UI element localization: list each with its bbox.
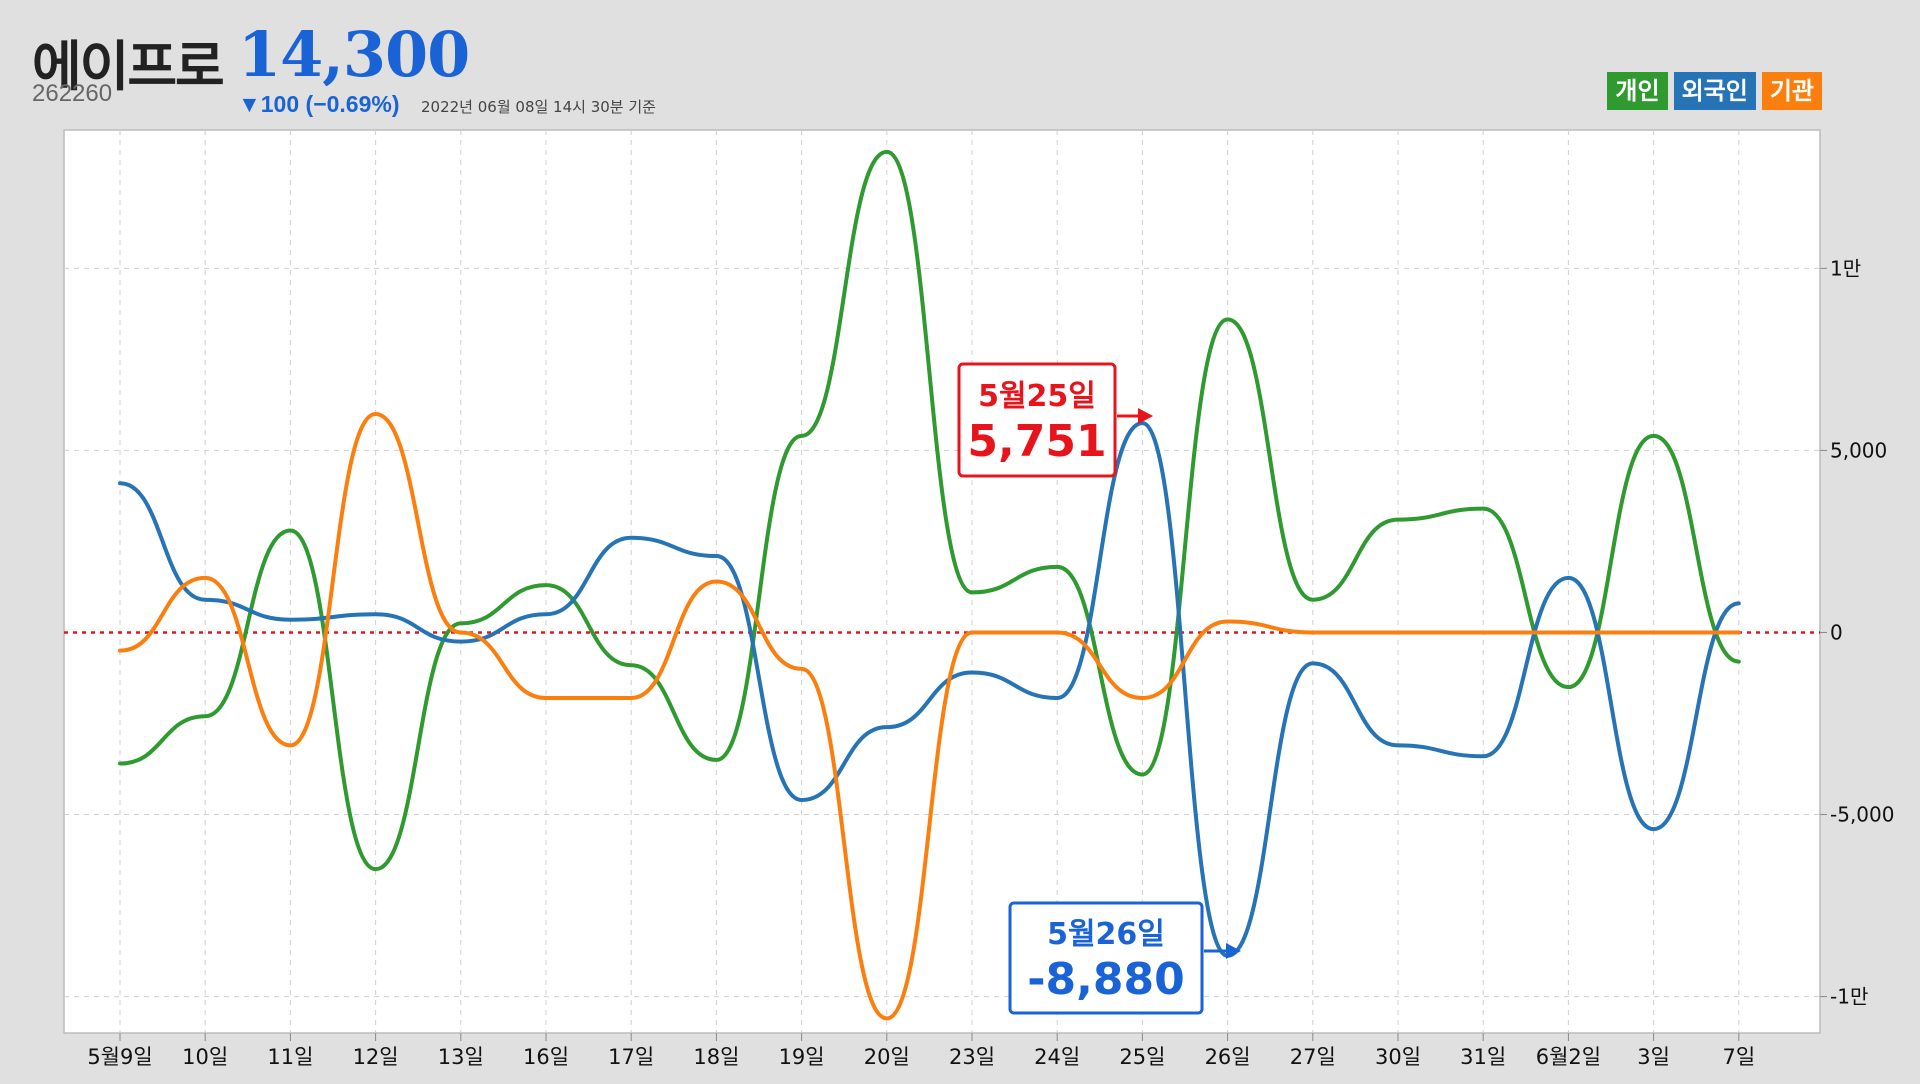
stock-change: ▼100 (−0.69%) (238, 91, 400, 117)
callout-trough-arrowhead (1226, 943, 1241, 959)
x-tick-label: 31일 (1460, 1045, 1506, 1069)
x-tick-label: 20일 (864, 1045, 910, 1069)
callout-trough-box (1008, 901, 1204, 1015)
x-tick-label: 11일 (267, 1045, 313, 1069)
x-tick-label: 10일 (182, 1045, 228, 1069)
y-tick-label: 1만 (1830, 256, 1861, 280)
series-line-0 (118, 149, 1741, 872)
stock-timestamp: 2022년 06월 08일 14시 30분 기준 (421, 98, 656, 116)
x-tick-label: 30일 (1375, 1045, 1421, 1069)
x-tick-label: 7일 (1722, 1045, 1755, 1069)
y-tick-label: 5,000 (1830, 438, 1887, 462)
x-tick-label: 23일 (949, 1045, 995, 1069)
callout-peak-value: 5,751 (967, 416, 1106, 467)
callout-trough: 5월26일 -8,880 (1008, 901, 1241, 1015)
y-axis: 1만 5,000 0 -5,000 -1만 (1820, 256, 1894, 1009)
x-tick-label: 5월9일 (87, 1045, 152, 1069)
legend-foreign: 외국인 (1673, 72, 1756, 110)
y-tick-label: -1만 (1830, 985, 1868, 1009)
x-tick-label: 16일 (523, 1045, 569, 1069)
y-tick-label: -5,000 (1830, 803, 1894, 827)
stock-name: 에이프로 (32, 35, 225, 98)
x-tick-label: 12일 (353, 1045, 399, 1069)
stock-price: 14,300 (238, 18, 470, 91)
x-tick-label: 19일 (779, 1045, 825, 1069)
x-tick-label: 25일 (1119, 1045, 1165, 1069)
callout-trough-date: 5월26일 (1047, 917, 1165, 952)
x-tick-label: 27일 (1290, 1045, 1336, 1069)
legend: 개인 외국인 기관 (1607, 72, 1822, 110)
x-tick-label: 13일 (438, 1045, 484, 1069)
legend-institution: 기관 (1761, 72, 1822, 110)
stock-code: 262260 (32, 80, 113, 107)
series-line-2 (118, 412, 1741, 1021)
plot-background (63, 129, 1821, 1034)
callout-peak-date: 5월25일 (978, 379, 1096, 414)
legend-individual: 개인 (1607, 72, 1668, 110)
x-tick-label: 17일 (608, 1045, 654, 1069)
x-tick-label: 18일 (693, 1045, 739, 1069)
header: 에이프로 262260 14,300 ▼100 (−0.69%) 2022년 0… (0, 0, 1920, 130)
x-tick-label: 24일 (1034, 1045, 1080, 1069)
y-tick-label: 0 (1830, 620, 1843, 644)
x-tick-label: 3일 (1637, 1045, 1670, 1069)
x-tick-label: 26일 (1205, 1045, 1251, 1069)
series-lines (118, 149, 1741, 1021)
x-axis: 5월9일 10일 11일 12일 13일 16일 17일 18일 19일 20일 23일 24일 25일… (87, 1033, 1755, 1069)
callout-peak-arrowhead (1138, 408, 1153, 424)
x-tick-label: 6월2일 (1536, 1045, 1601, 1069)
callout-peak: 5월25일 5,751 (957, 362, 1153, 478)
callout-peak-box (957, 362, 1117, 478)
callout-trough-value: -8,880 (1027, 954, 1184, 1005)
series-line-1 (118, 421, 1741, 958)
grid (64, 130, 1820, 1033)
